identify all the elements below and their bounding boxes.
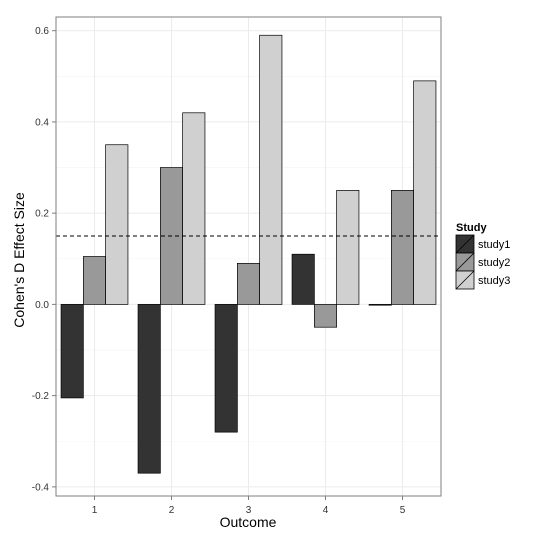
y-tick-label: 0.2 <box>35 209 49 220</box>
bar-study1-outcome-1 <box>60 304 84 399</box>
bar-study3-outcome-4 <box>336 190 360 305</box>
bar-study3-outcome-3 <box>259 34 283 305</box>
bar-study2-outcome-1 <box>82 256 106 305</box>
bars <box>60 34 437 474</box>
legend-title: Study <box>456 222 487 234</box>
bar-study3-outcome-1 <box>105 144 129 305</box>
legend-label-study2: study2 <box>478 257 510 269</box>
y-tick-label: 0.6 <box>35 26 49 37</box>
x-tick-label: 4 <box>323 505 329 516</box>
legend-label-study1: study1 <box>478 239 510 251</box>
bar-study1-outcome-4 <box>291 253 315 305</box>
y-tick-label: 0.4 <box>35 117 49 128</box>
bar-study1-outcome-2 <box>137 304 161 474</box>
legend-key-slash <box>455 252 475 272</box>
x-axis-title: Outcome <box>220 514 277 530</box>
x-tick-label: 5 <box>400 505 406 516</box>
bar-study2-outcome-5 <box>391 190 415 305</box>
bar-study2-outcome-3 <box>237 262 261 305</box>
legend-key-slash <box>455 270 475 290</box>
y-tick-label: 0.0 <box>35 300 49 311</box>
legend: Study study1 study2 study3 <box>455 222 510 290</box>
y-tick-label: -0.2 <box>32 391 50 402</box>
bar-study1-outcome-5 <box>368 304 392 306</box>
y-axis-title: Cohen's D Effect Size <box>11 192 27 328</box>
x-tick-label: 3 <box>246 505 252 516</box>
x-tick-label: 2 <box>169 505 175 516</box>
legend-label-study3: study3 <box>478 275 510 287</box>
bar-study2-outcome-4 <box>314 304 338 328</box>
x-tick-label: 1 <box>92 505 98 516</box>
y-tick-label: -0.4 <box>32 482 50 493</box>
legend-key-slash <box>455 234 475 254</box>
bar-study3-outcome-5 <box>413 80 437 305</box>
bar-study3-outcome-2 <box>182 112 206 305</box>
axes: -0.4 -0.2 0.0 0.2 0.4 0.6 1 2 3 4 5 <box>32 16 442 516</box>
bar-study1-outcome-3 <box>214 304 238 433</box>
